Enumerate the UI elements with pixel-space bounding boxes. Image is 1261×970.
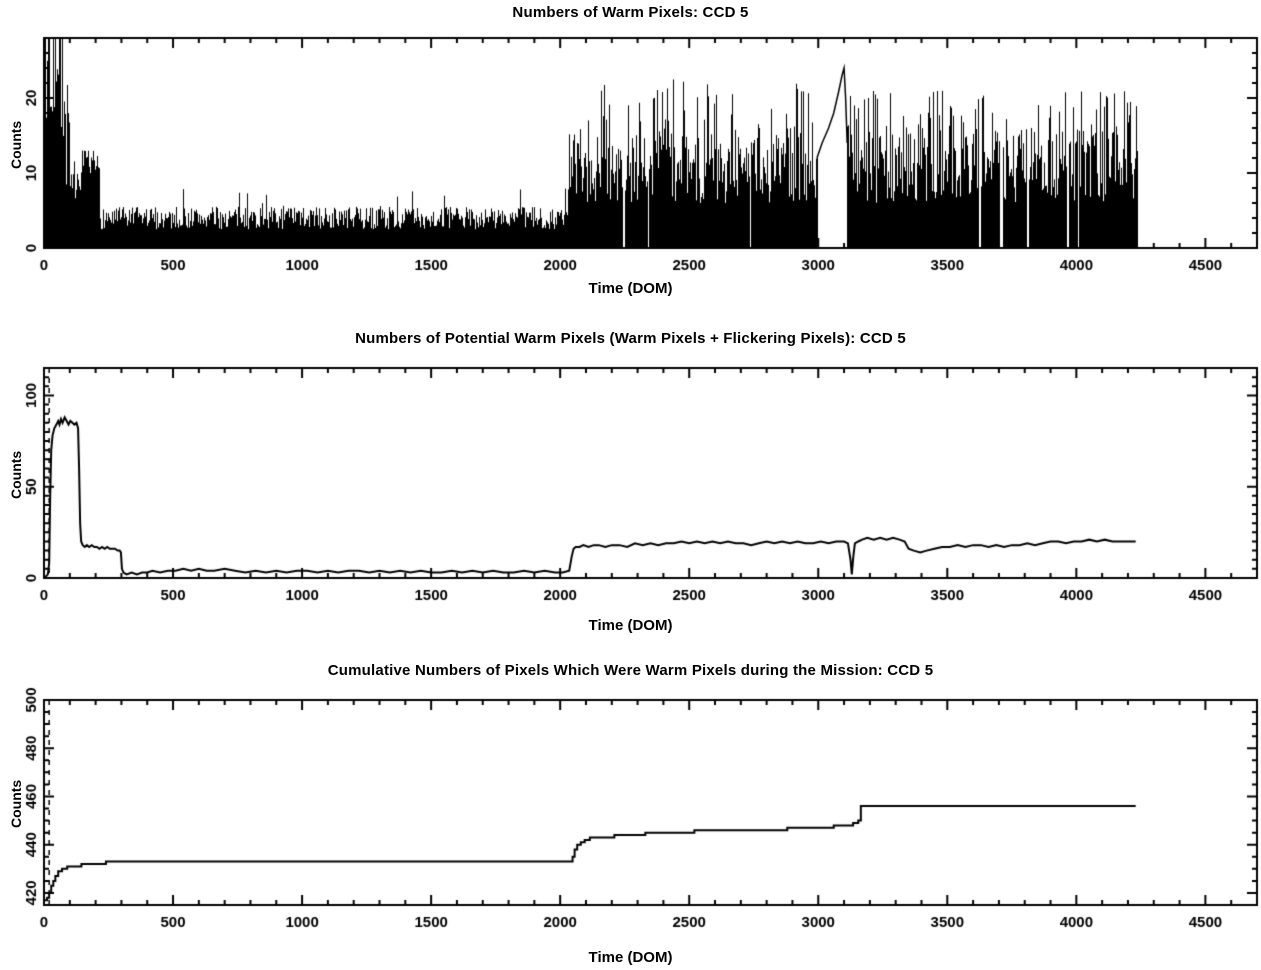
cumulative-warm-pixels-plot-canvas <box>0 653 1261 970</box>
cumulative-warm-pixels-chart: Cumulative Numbers of Pixels Which Were … <box>0 653 1261 970</box>
potential-warm-pixels-chart: Numbers of Potential Warm Pixels (Warm P… <box>0 323 1261 653</box>
x-axis-label: Time (DOM) <box>588 280 673 297</box>
x-axis-label: Time (DOM) <box>588 949 673 966</box>
chart-title: Cumulative Numbers of Pixels Which Were … <box>327 662 934 679</box>
y-axis-label: Counts <box>8 120 24 169</box>
chart-title: Numbers of Warm Pixels: CCD 5 <box>512 4 749 21</box>
potential-warm-pixels-plot-canvas <box>0 323 1261 653</box>
x-axis-label: Time (DOM) <box>588 617 673 634</box>
warm-pixels-chart: Numbers of Warm Pixels: CCD 5 Counts Tim… <box>0 0 1261 323</box>
warm-pixels-plot-canvas <box>0 0 1261 323</box>
chart-title: Numbers of Potential Warm Pixels (Warm P… <box>355 330 906 347</box>
y-axis-label: Counts <box>8 450 24 499</box>
y-axis-label: Counts <box>8 779 24 828</box>
